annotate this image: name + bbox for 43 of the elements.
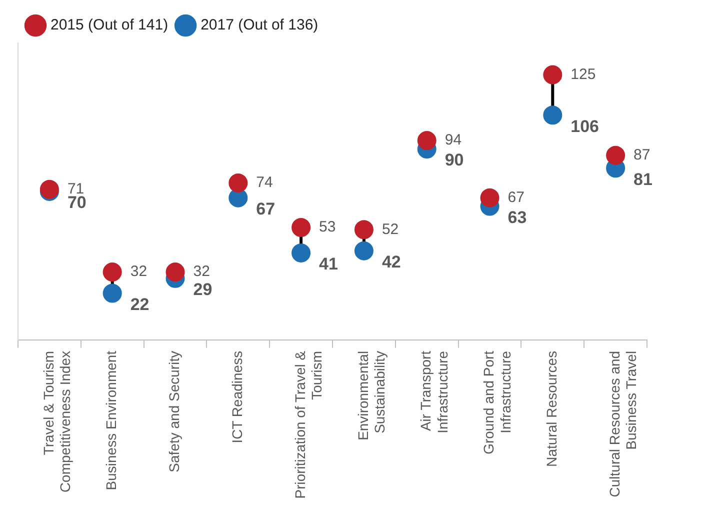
point (354, 241, 374, 260)
point (354, 220, 374, 240)
data-label: 87 (634, 146, 650, 164)
data-label: 41 (319, 254, 338, 274)
legend-label: 2017 (Out of 136) (200, 16, 318, 34)
x-tick-label: Business Environment (103, 350, 120, 490)
point (228, 173, 248, 192)
point (480, 188, 500, 208)
data-label: 63 (508, 208, 527, 227)
x-tick-label: Ground and Port Infrastructure (480, 350, 514, 454)
data-label: 42 (382, 252, 401, 272)
data-label: 22 (130, 294, 150, 314)
data-label: 125 (570, 66, 596, 83)
data-label: 29 (193, 280, 212, 300)
data-label: 52 (382, 220, 399, 238)
data-label: 32 (193, 263, 210, 280)
point (102, 284, 122, 303)
data-label: 67 (508, 188, 524, 206)
data-label: 53 (319, 218, 336, 236)
data-label: 67 (256, 200, 276, 219)
x-tick-label: Natural Resources (544, 350, 560, 467)
x-tick-label: Cultural Resources and Business Travel (606, 350, 640, 498)
legend-label: 2015 (Out of 141) (50, 16, 168, 34)
point (292, 243, 311, 262)
point (417, 131, 436, 150)
x-tick-label: Safety and Security (166, 350, 182, 472)
x-tick-label: ICT Readiness (229, 350, 246, 444)
x-tick-label: Air Transport Infrastructure (418, 350, 451, 434)
x-tick-label: Prioritization of Travel & Tourism (292, 350, 325, 499)
x-tick-label: Travel & Tourism Competitiveness Index (40, 350, 74, 493)
point (166, 262, 185, 282)
data-label: 106 (570, 116, 600, 136)
data-label: 32 (130, 263, 148, 280)
point (292, 218, 311, 238)
point (543, 65, 562, 84)
data-label: 81 (634, 170, 652, 189)
x-tick-label: Environmental Sustainability (354, 350, 388, 440)
data-label: 74 (256, 174, 273, 192)
data-label: 90 (444, 150, 464, 170)
point (543, 106, 562, 125)
data-label: 94 (444, 132, 462, 149)
point (102, 262, 122, 282)
point (606, 146, 626, 165)
